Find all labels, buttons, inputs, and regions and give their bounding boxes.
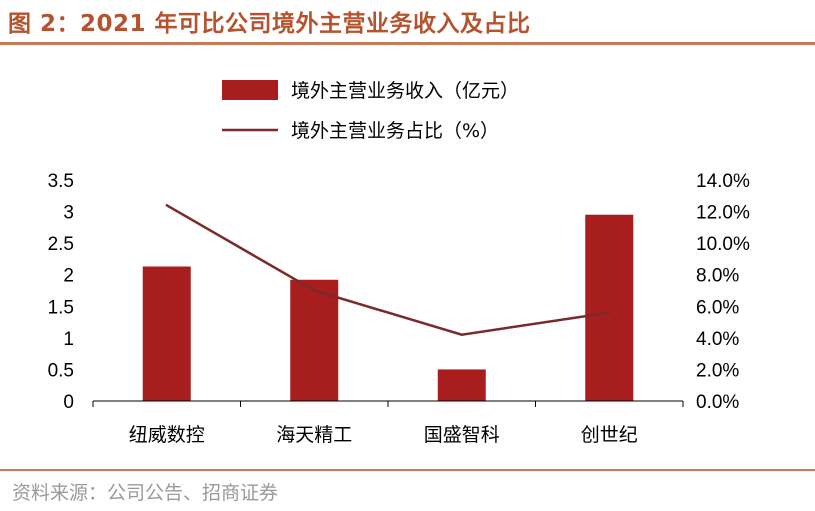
y-left-tick-label: 1 — [63, 329, 74, 350]
y-left-tick-label: 2.5 — [48, 234, 74, 255]
y-right-tick-label: 12.0% — [696, 203, 750, 224]
combo-chart: 境外主营业务收入（亿元） 境外主营业务占比（%） 0 0.5 1 1.5 2 2.5 3 3.5 0… — [48, 80, 750, 446]
y-right-tick-label: 6.0% — [696, 297, 739, 318]
y-right-tick-label: 14.0% — [696, 171, 750, 192]
legend-bar-label: 境外主营业务收入（亿元） — [291, 80, 519, 102]
bottom-rule — [0, 469, 815, 471]
bar — [585, 214, 634, 401]
y-left-tick-label: 3 — [63, 203, 74, 224]
y-right-tick-label: 2.0% — [696, 360, 739, 381]
y-left-tick-label: 3.5 — [48, 171, 74, 192]
line-point — [165, 204, 168, 207]
y-right-tick-label: 4.0% — [696, 329, 739, 350]
legend-bar-swatch — [222, 80, 278, 100]
bar — [437, 369, 486, 401]
y-left-tick-label: 2 — [63, 266, 74, 287]
legend-line-label: 境外主营业务占比（%） — [291, 120, 499, 142]
x-category-label: 纽威数控 — [129, 424, 205, 446]
x-category-label: 海天精工 — [276, 424, 352, 446]
y-left-tick-label: 0.5 — [48, 360, 74, 381]
y-right-tick-label: 0.0% — [696, 392, 739, 413]
y-right-tick-label: 8.0% — [696, 266, 739, 287]
x-category-label: 国盛智科 — [424, 424, 500, 446]
line-point — [460, 333, 463, 336]
y-left-tick-label: 1.5 — [48, 297, 74, 318]
figure-title: 图 2：2021 年可比公司境外主营业务收入及占比 — [8, 11, 531, 37]
y-right-tick-label: 10.0% — [696, 234, 750, 255]
top-rule — [0, 42, 815, 45]
bar — [142, 266, 191, 401]
line-point — [313, 289, 316, 292]
y-left-tick-label: 0 — [63, 392, 74, 413]
line-series — [166, 204, 610, 336]
source-note: 资料来源：公司公告、招商证券 — [12, 482, 279, 504]
line-point — [608, 311, 611, 314]
bar — [290, 279, 339, 401]
x-category-label: 创世纪 — [581, 424, 638, 446]
